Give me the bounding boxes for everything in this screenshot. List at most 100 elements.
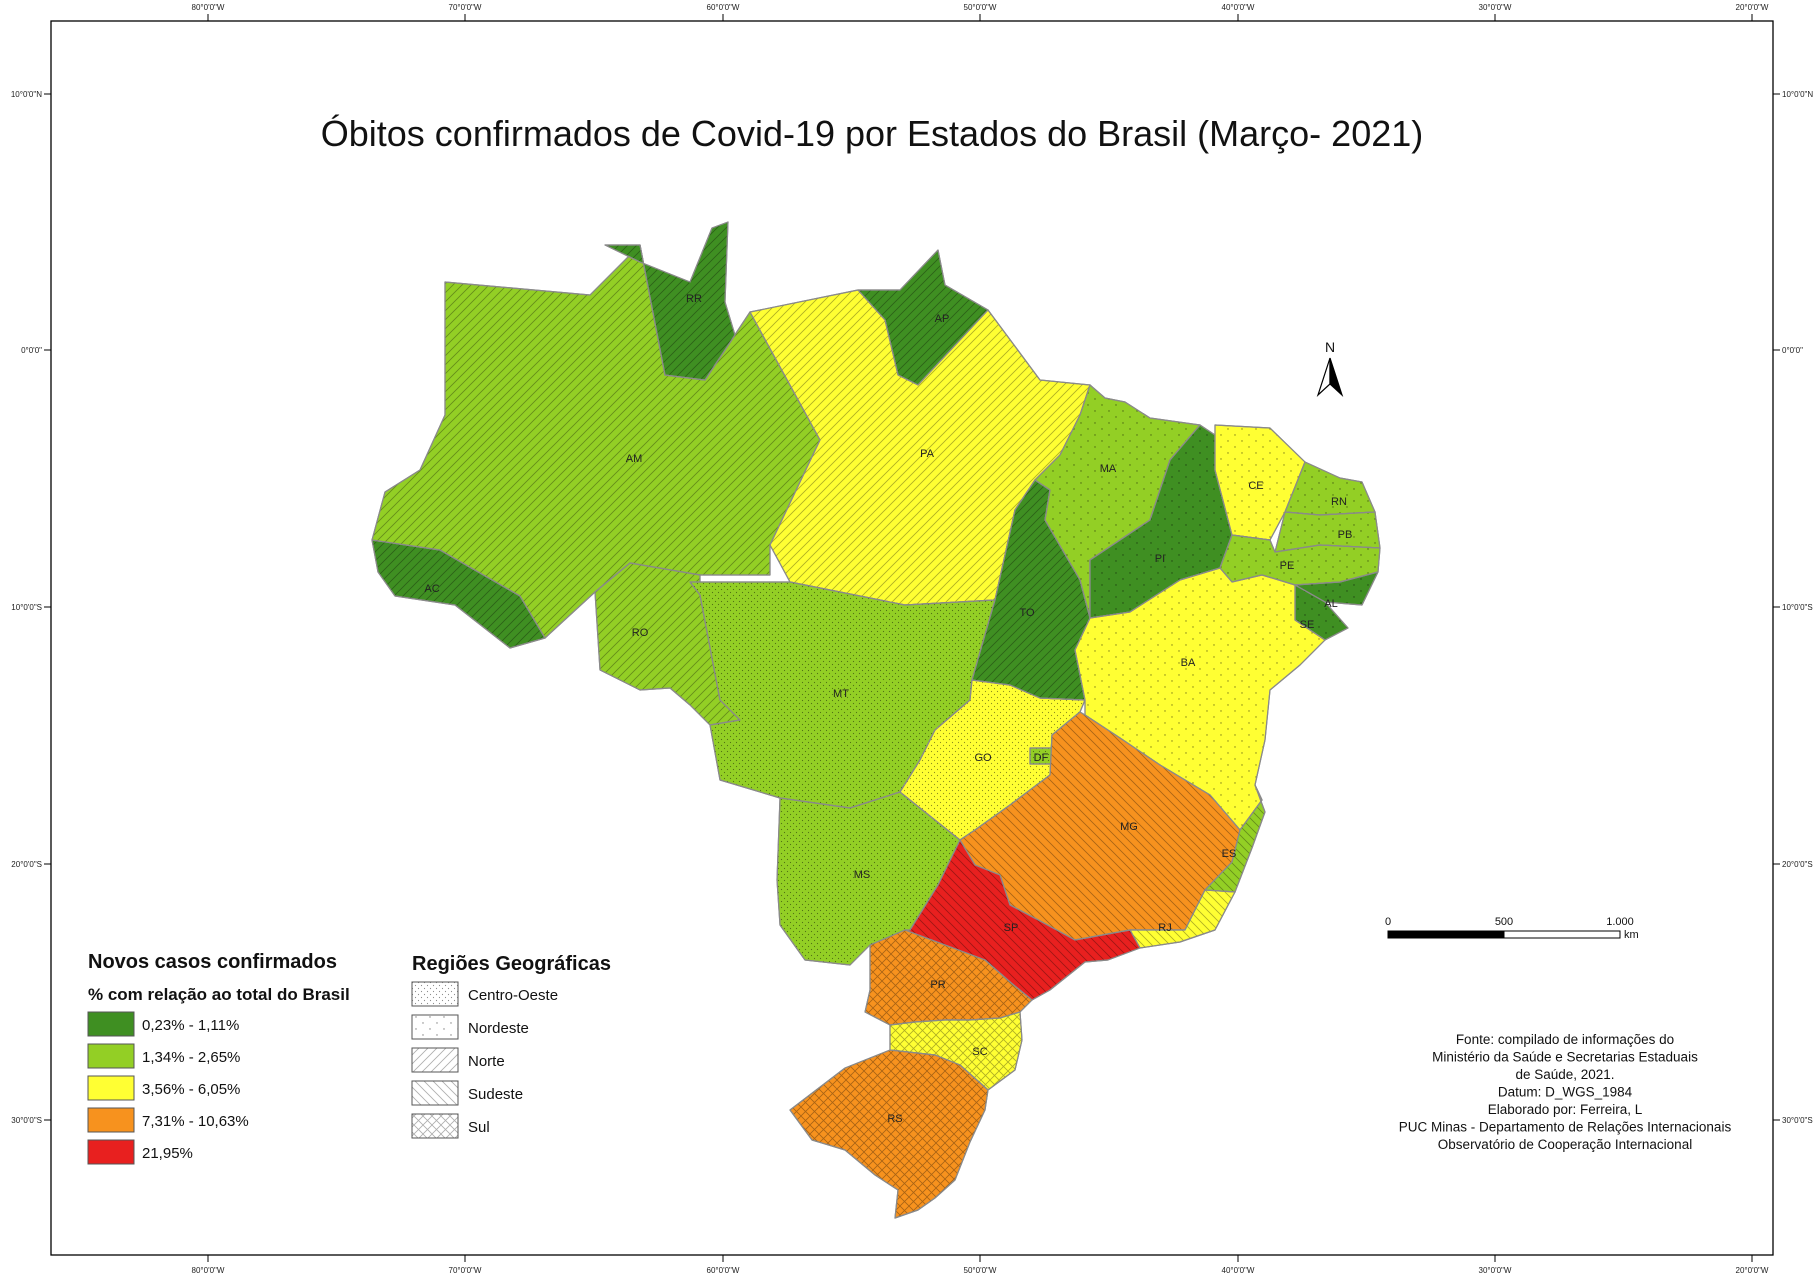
state-label-MS: MS [854, 869, 871, 881]
coordinate-labels: 80°0'0"W 80°0'0"W 70°0'0"W 70°0'0"W 60°0'0"W… [11, 3, 1814, 1275]
lon-label-top: 40°0'0"W [1222, 3, 1255, 12]
state-label-SC: SC [972, 1046, 987, 1058]
state-label-RR: RR [686, 293, 702, 305]
state-MT[interactable] [689, 581, 996, 809]
lat-label-right: 10°0'0"N [1782, 90, 1813, 99]
legend-region-label: Centro-Oeste [468, 987, 558, 1004]
legend-region-swatch [411, 1113, 459, 1139]
legend-cases-title: Novos casos confirmados [88, 951, 337, 973]
lon-label-bottom: 40°0'0"W [1222, 1266, 1255, 1275]
state-label-AC: AC [424, 583, 439, 595]
lon-label-top: 20°0'0"W [1736, 3, 1769, 12]
map-frame [50, 20, 1774, 1256]
legend-regions: Regiões Geográficas Centro-Oeste Nordeste… [411, 953, 611, 1139]
lon-label-bottom: 60°0'0"W [707, 1266, 740, 1275]
states-layer [371, 221, 1381, 1219]
north-arrow: N [1316, 339, 1344, 397]
scale-label-1000: 1.000 [1606, 916, 1634, 928]
lon-label-bottom: 70°0'0"W [449, 1266, 482, 1275]
lon-label-top: 80°0'0"W [192, 3, 225, 12]
state-label-RJ: RJ [1158, 922, 1171, 934]
source-line: Observatório de Cooperação Internacional [1438, 1137, 1692, 1152]
state-PR[interactable] [864, 929, 1033, 1026]
state-label-PE: PE [1280, 560, 1295, 572]
legend-swatch [87, 1075, 135, 1101]
state-CE[interactable] [1214, 424, 1306, 541]
lat-label-left: 30°0'0"S [11, 1116, 42, 1125]
state-label-BA: BA [1181, 657, 1196, 669]
state-RR[interactable] [604, 221, 736, 381]
state-SC[interactable] [889, 1011, 1023, 1091]
legend-region-label: Sudeste [468, 1086, 523, 1103]
state-MS[interactable] [776, 791, 961, 966]
state-label-RS: RS [887, 1113, 902, 1125]
source-line: Fonte: compilado de informações do [1456, 1032, 1674, 1047]
state-PI[interactable] [1089, 424, 1233, 619]
state-label-SP: SP [1004, 922, 1019, 934]
state-labels: AC AM RR AP PA RO MT MS GO DF TO MA PI C… [424, 293, 1352, 1125]
state-label-PA: PA [920, 448, 935, 460]
state-label-RN: RN [1331, 496, 1347, 508]
lat-label-left: 20°0'0"S [11, 860, 42, 869]
state-label-AM: AM [626, 453, 643, 465]
state-ES[interactable] [1204, 784, 1266, 893]
state-label-PB: PB [1338, 529, 1353, 541]
state-label-DF: DF [1034, 752, 1049, 764]
state-label-MA: MA [1100, 463, 1117, 475]
legend-region-swatch [411, 1047, 459, 1073]
source-line: Datum: D_WGS_1984 [1498, 1085, 1633, 1100]
legend-item-label: 7,31% - 10,63% [142, 1113, 249, 1130]
lat-label-right: 30°0'0"S [1782, 1116, 1813, 1125]
legend-swatch [87, 1011, 135, 1037]
lat-label-left: 10°0'0"S [11, 603, 42, 612]
lon-label-bottom: 80°0'0"W [192, 1266, 225, 1275]
coordinate-ticks [44, 14, 1780, 1262]
legend-swatch [87, 1107, 135, 1133]
state-PA[interactable] [749, 289, 1091, 606]
scale-label-0: 0 [1385, 916, 1391, 928]
scale-unit: km [1624, 929, 1639, 941]
lat-label-right: 0°0'0" [1782, 346, 1803, 355]
state-label-TO: TO [1019, 607, 1035, 619]
map-title: Óbitos confirmados de Covid-19 por Estad… [321, 113, 1424, 154]
legend-region-swatch [411, 1014, 459, 1040]
source-line: Elaborado por: Ferreira, L [1488, 1102, 1643, 1117]
lon-label-bottom: 20°0'0"W [1736, 1266, 1769, 1275]
state-label-AP: AP [935, 313, 950, 325]
source-line: PUC Minas - Departamento de Relações Int… [1399, 1120, 1732, 1135]
state-label-AL: AL [1324, 598, 1337, 610]
scale-bar: 0 500 1.000 km [1385, 916, 1639, 941]
legend-swatch [87, 1139, 135, 1165]
legend-region-swatch [411, 981, 459, 1007]
lat-label-right: 10°0'0"S [1782, 603, 1813, 612]
state-label-MG: MG [1120, 821, 1138, 833]
legend-item-label: 21,95% [142, 1145, 193, 1162]
legend-cases-subtitle: % com relação ao total do Brasil [88, 985, 350, 1004]
state-DF[interactable] [1029, 747, 1053, 765]
legend-region-swatch [411, 1080, 459, 1106]
lon-label-top: 60°0'0"W [707, 3, 740, 12]
lon-label-top: 70°0'0"W [449, 3, 482, 12]
legend-region-label: Sul [468, 1119, 490, 1136]
north-label: N [1325, 339, 1335, 355]
legend-region-label: Norte [468, 1053, 505, 1070]
state-RS[interactable] [789, 1049, 989, 1219]
lon-label-top: 50°0'0"W [964, 3, 997, 12]
legend-item-label: 3,56% - 6,05% [142, 1081, 240, 1098]
legend-item-label: 1,34% - 2,65% [142, 1049, 240, 1066]
lat-label-left: 10°0'0"N [11, 90, 42, 99]
lat-label-left: 0°0'0" [21, 346, 42, 355]
state-SP[interactable] [904, 839, 1141, 1001]
state-RO[interactable] [594, 562, 741, 726]
legend-region-label: Nordeste [468, 1020, 529, 1037]
state-MA[interactable] [1034, 384, 1201, 619]
source-note: Fonte: compilado de informações do Minist… [1399, 1032, 1732, 1152]
legend-swatch [87, 1043, 135, 1069]
state-label-ES: ES [1222, 848, 1237, 860]
source-line: de Saúde, 2021. [1515, 1067, 1614, 1082]
legend-cases: Novos casos confirmados % com relação ao… [87, 951, 350, 1165]
scale-label-500: 500 [1495, 916, 1513, 928]
state-label-MT: MT [833, 688, 849, 700]
north-arrow-icon [1316, 357, 1331, 397]
